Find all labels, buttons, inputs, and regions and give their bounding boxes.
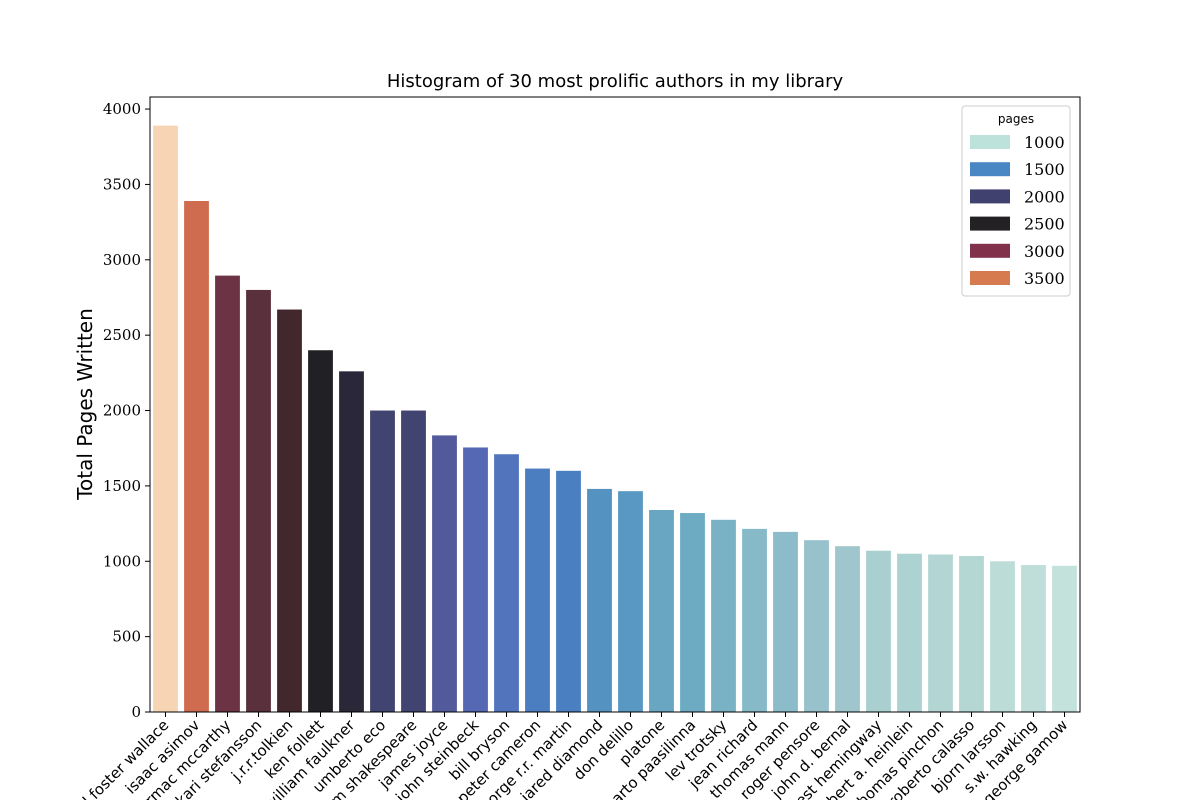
bar-28 xyxy=(1021,565,1046,712)
y-tick-label: 2000 xyxy=(103,402,141,420)
legend-label: 1500 xyxy=(1024,160,1065,179)
bars-group xyxy=(153,125,1077,712)
legend-swatch xyxy=(970,243,1010,258)
legend-label: 2000 xyxy=(1024,187,1065,206)
bar-0 xyxy=(153,125,178,712)
y-tick-label: 2500 xyxy=(103,326,141,344)
bar-20 xyxy=(773,531,798,712)
bar-19 xyxy=(742,528,767,712)
legend-swatch xyxy=(970,216,1010,231)
bar-21 xyxy=(804,540,829,712)
bar-15 xyxy=(618,491,643,712)
bar-10 xyxy=(463,447,488,712)
y-tick-label: 1000 xyxy=(103,552,141,570)
y-tick-label: 0 xyxy=(131,703,141,721)
bar-22 xyxy=(835,546,860,712)
bar-14 xyxy=(587,488,612,712)
legend-title: pages xyxy=(998,112,1034,126)
bar-3 xyxy=(246,289,271,712)
bar-9 xyxy=(432,435,457,712)
bar-17 xyxy=(680,513,705,712)
bar-8 xyxy=(401,410,426,712)
y-tick-label: 3500 xyxy=(103,175,141,193)
legend-swatch xyxy=(970,162,1010,177)
bar-26 xyxy=(959,555,984,712)
bar-7 xyxy=(370,410,395,712)
bar-5 xyxy=(308,350,333,712)
legend-label: 3000 xyxy=(1024,242,1065,261)
y-tick-label: 4000 xyxy=(103,100,141,118)
y-axis-label: Total Pages Written xyxy=(73,308,97,501)
bar-2 xyxy=(215,275,240,712)
bar-4 xyxy=(277,309,302,712)
bar-16 xyxy=(649,510,674,712)
bar-1 xyxy=(184,201,209,712)
legend-label: 2500 xyxy=(1024,215,1065,234)
bar-27 xyxy=(990,561,1015,712)
plot-frame xyxy=(149,96,1081,713)
bar-13 xyxy=(556,470,581,712)
y-tick-label: 1500 xyxy=(103,477,141,495)
legend-swatch xyxy=(970,189,1010,204)
bar-12 xyxy=(525,468,550,712)
bar-6 xyxy=(339,371,364,712)
y-tick-label: 500 xyxy=(112,628,141,646)
bar-11 xyxy=(494,454,519,712)
chart-title: Histogram of 30 most prolific authors in… xyxy=(387,71,844,92)
legend-label: 1000 xyxy=(1024,133,1065,152)
bar-18 xyxy=(711,519,736,712)
bar-25 xyxy=(928,554,953,712)
bar-23 xyxy=(866,550,891,712)
legend-label: 3500 xyxy=(1024,269,1065,288)
legend: pages 1000 1500 2000 2500 3000 3500 xyxy=(961,105,1071,297)
legend-swatch xyxy=(970,135,1010,149)
bar-24 xyxy=(897,553,922,712)
legend-swatch xyxy=(970,271,1010,285)
y-tick-label: 3000 xyxy=(103,251,141,269)
bar-29 xyxy=(1052,565,1077,712)
y-axis: 0 500 1000 1500 2000 2500 3000 3500 4000 xyxy=(103,100,150,721)
